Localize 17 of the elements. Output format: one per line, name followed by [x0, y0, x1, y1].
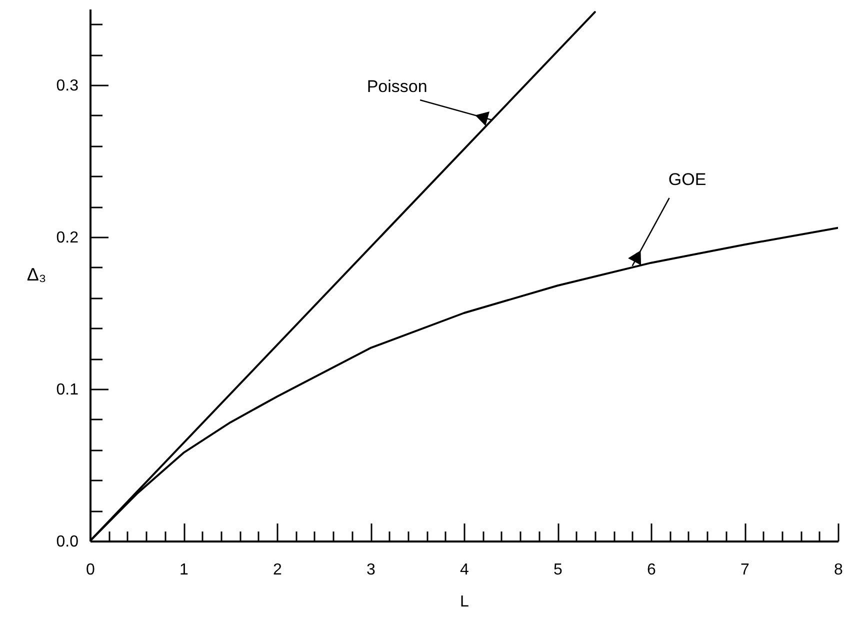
x-tick-label: 2	[273, 562, 282, 578]
y-tick-label: 0.1	[56, 382, 79, 398]
y-tick-label: 0.3	[56, 78, 79, 94]
x-tick-label: 4	[460, 562, 470, 578]
x-tick-label: 0	[86, 562, 96, 578]
y-tick-label: 0.2	[56, 230, 79, 246]
x-tick-label: 8	[834, 562, 844, 578]
annotation: GOE	[668, 170, 706, 189]
y-tick-label: 0.0	[56, 534, 79, 550]
y-axis-title: Δ₃	[26, 264, 46, 284]
x-tick-label: 7	[740, 562, 750, 578]
x-tick-label: 6	[647, 562, 656, 578]
x-axis-title: L	[460, 594, 470, 610]
x-tick-label: 3	[366, 562, 376, 578]
x-tick-label: 5	[554, 562, 563, 578]
x-tick-label: 1	[180, 562, 189, 578]
annotation: Poisson	[366, 76, 428, 96]
